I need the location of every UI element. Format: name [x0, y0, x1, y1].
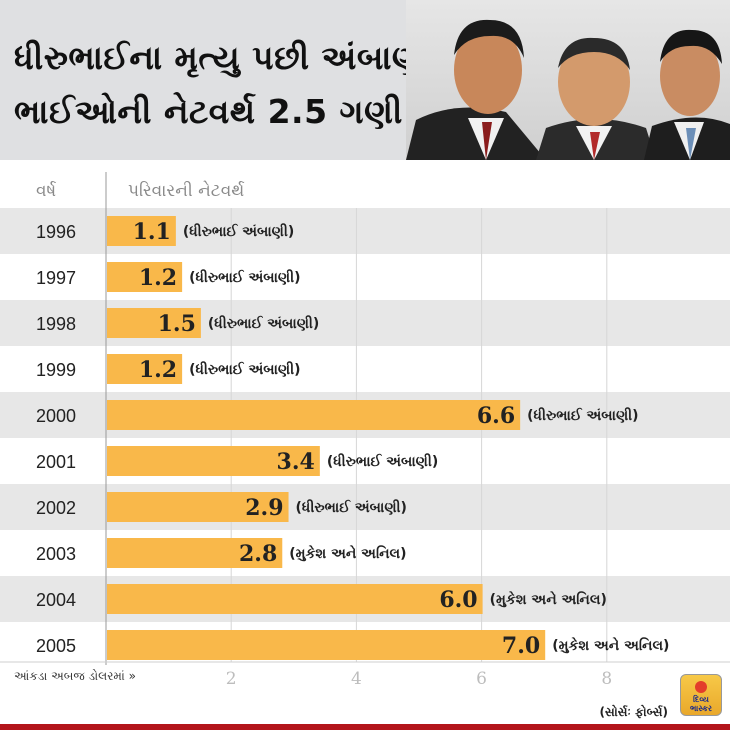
net-worth-bar-chart: વર્ષ પરિવારની નેટવર્થ 1996 1.1 (ધીરુભાઈ અં… — [0, 172, 730, 719]
owner-label: (મુકેશ અને અનિલ) — [289, 544, 406, 562]
logo-text: દિવ્ય ભાસ્કર — [689, 695, 713, 713]
owner-label: (મુકેશ અને અનિલ) — [552, 636, 669, 654]
bar-value-label: 3.4 — [277, 449, 315, 475]
chart-title-line1: ધીરુભાઈના મૃત્યુ પછી અંબાણી — [14, 38, 431, 77]
bar-value-label: 7.0 — [502, 633, 540, 659]
bar — [107, 262, 183, 292]
header-banner: ધીરુભાઈના મૃત્યુ પછી અંબાણી ભાઈઓની નેટવર… — [0, 0, 730, 160]
x-tick-label: 8 — [601, 669, 612, 689]
value-column-header: પરિવારની નેટવર્થ — [128, 180, 244, 201]
bottom-accent-bar — [0, 724, 730, 730]
bar — [107, 584, 483, 614]
ambani-family-photo — [406, 0, 730, 160]
bar — [107, 446, 320, 476]
bar — [107, 538, 283, 568]
source-note: (સોર્સઃ ફોર્બ્સ) — [599, 704, 668, 719]
bar — [107, 354, 183, 384]
chart-title-line2: ભાઈઓની નેટવર્થ 2.5 ગણી વધી — [14, 92, 466, 131]
bar — [107, 308, 201, 338]
year-label: 2003 — [36, 544, 76, 564]
year-column-header: વર્ષ — [36, 181, 56, 201]
year-label: 2005 — [36, 636, 76, 656]
year-label: 1999 — [36, 360, 76, 380]
sun-icon — [695, 681, 707, 693]
bar-value-label: 2.8 — [239, 541, 277, 567]
bar-rows: 1996 1.1 (ધીરુભાઈ અંબાણી) 1997 1.2 (ધીરુભાઈ અ… — [36, 216, 669, 660]
owner-label: (ધીરુભાઈ અંબાણી) — [296, 499, 407, 516]
bar-value-label: 6.6 — [477, 403, 515, 429]
x-tick-label: 6 — [476, 669, 487, 689]
year-label: 1998 — [36, 314, 76, 334]
year-label: 2004 — [36, 590, 76, 610]
year-label: 1996 — [36, 222, 76, 242]
bar-value-label: 2.9 — [245, 495, 283, 521]
owner-label: (ધીરુભાઈ અંબાણી) — [189, 361, 300, 378]
x-tick-label: 2 — [226, 669, 237, 689]
owner-label: (ધીરુભાઈ અંબાણી) — [527, 407, 638, 424]
x-tick-labels: 2 4 6 8 — [226, 669, 612, 689]
year-label: 2002 — [36, 498, 76, 518]
x-tick-label: 4 — [351, 669, 362, 689]
bar — [107, 492, 289, 522]
bar — [107, 630, 546, 660]
bar — [107, 216, 176, 246]
owner-label: (ધીરુભાઈ અંબાણી) — [183, 223, 294, 240]
divya-bhaskar-logo: દિવ્ય ભાસ્કર — [680, 674, 722, 716]
owner-label: (મુકેશ અને અનિલ) — [490, 590, 607, 608]
year-label: 2000 — [36, 406, 76, 426]
bar-value-label: 1.1 — [133, 219, 171, 245]
owner-label: (ધીરુભાઈ અંબાણી) — [208, 315, 319, 332]
owner-label: (ધીરુભાઈ અંબાણી) — [189, 269, 300, 286]
bar-value-label: 1.5 — [158, 311, 196, 337]
bar-value-label: 1.2 — [139, 265, 177, 291]
year-label: 1997 — [36, 268, 76, 288]
bar-value-label: 1.2 — [139, 357, 177, 383]
bar — [107, 400, 521, 430]
year-label: 2001 — [36, 452, 76, 472]
unit-note: આંકડા અબજ ડોલરમાં » — [14, 669, 136, 683]
bar-value-label: 6.0 — [439, 587, 477, 613]
owner-label: (ધીરુભાઈ અંબાણી) — [327, 453, 438, 470]
